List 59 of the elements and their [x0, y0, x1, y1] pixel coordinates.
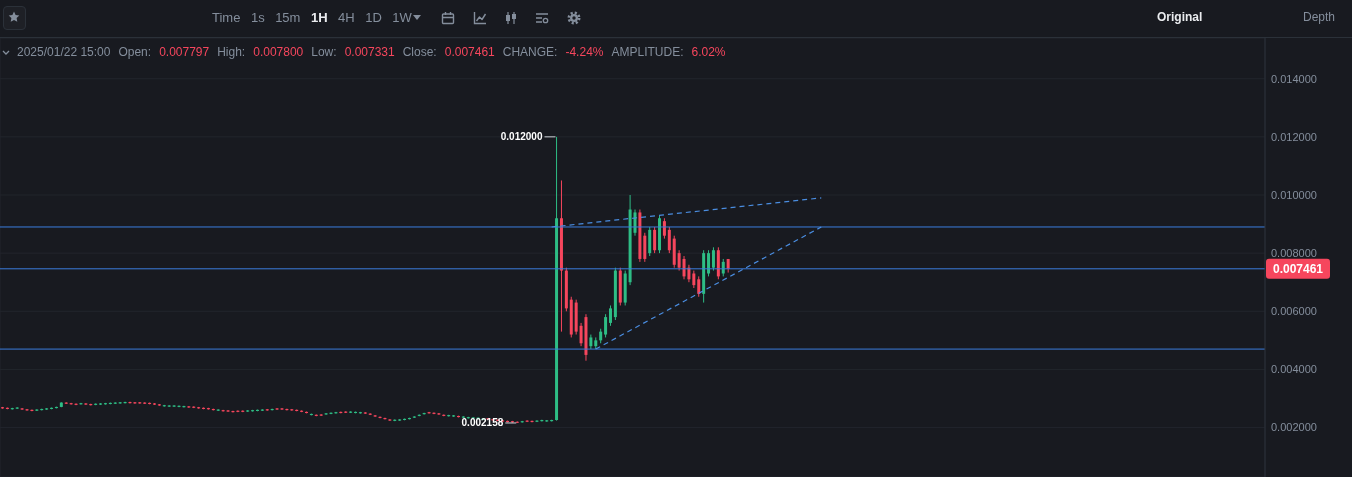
text: Depth: [1303, 10, 1336, 25]
candlestick: [329, 411, 333, 415]
ref-line-label: 0.007461: [1272, 261, 1324, 276]
annotation: 0.012000: [500, 131, 543, 143]
candlestick: [427, 411, 431, 415]
text: 1D: [365, 10, 382, 26]
y-tick-label: 0.006000: [1271, 305, 1317, 318]
candlestick: [677, 249, 681, 272]
annotation: AMPLITUDE:: [611, 45, 684, 60]
candlestick: [608, 304, 612, 327]
y-tick-label: 0.012000: [1271, 130, 1317, 143]
y-tick-label: 0.008000: [1271, 247, 1317, 260]
candlestick: [69, 402, 73, 406]
candlestick: [525, 419, 529, 423]
annotation: 2025/01/22 15:00: [17, 45, 111, 60]
annotation: Close:: [402, 45, 437, 60]
candlestick: [648, 226, 652, 257]
candlestick: [25, 408, 29, 412]
annotation: 0.007797: [159, 45, 210, 60]
text: 4H: [338, 10, 355, 26]
candlestick: [334, 411, 338, 415]
candlestick: [604, 313, 608, 338]
annotation: CHANGE:: [502, 45, 558, 60]
y-tick-label: 0.002000: [1271, 421, 1317, 434]
candlestick: [653, 226, 657, 254]
candlestick: [707, 249, 711, 277]
candlestick: [711, 246, 715, 272]
annotation: Low:: [311, 45, 337, 60]
candlestick: [79, 402, 83, 406]
candlestick: [432, 411, 436, 415]
candlestick: [535, 419, 539, 423]
candlestick: [643, 232, 647, 263]
y-tick-label: 0.004000: [1271, 363, 1317, 376]
candlestick: [182, 405, 186, 409]
annotation: 0.002158: [461, 417, 504, 429]
annotation: 0.007800: [253, 45, 304, 60]
annotation: 0.007331: [344, 45, 395, 60]
annotation: Open:: [118, 45, 152, 60]
text: 1s: [250, 10, 265, 26]
y-tick-label: 0.010000: [1271, 188, 1317, 201]
annotation: 0.007461: [444, 45, 495, 60]
candlestick: [324, 412, 328, 416]
annotation: High:: [217, 45, 246, 60]
candlestick: [133, 401, 137, 405]
candlestick: [74, 402, 78, 406]
text: Original: [1157, 10, 1203, 25]
candlestick: [697, 275, 701, 298]
text: 15m: [275, 10, 301, 26]
text: 1H: [310, 10, 328, 26]
candlestick: [667, 226, 671, 254]
candlestick: [437, 412, 441, 416]
text: Time: [212, 10, 241, 26]
text: 1W: [392, 10, 412, 26]
annotation: -4.24%: [565, 45, 604, 60]
candlestick: [221, 409, 225, 413]
candlestick: [177, 404, 181, 408]
candlestick: [682, 255, 686, 280]
y-tick-label: 0.014000: [1271, 72, 1317, 85]
annotation: 6.02%: [691, 45, 726, 60]
